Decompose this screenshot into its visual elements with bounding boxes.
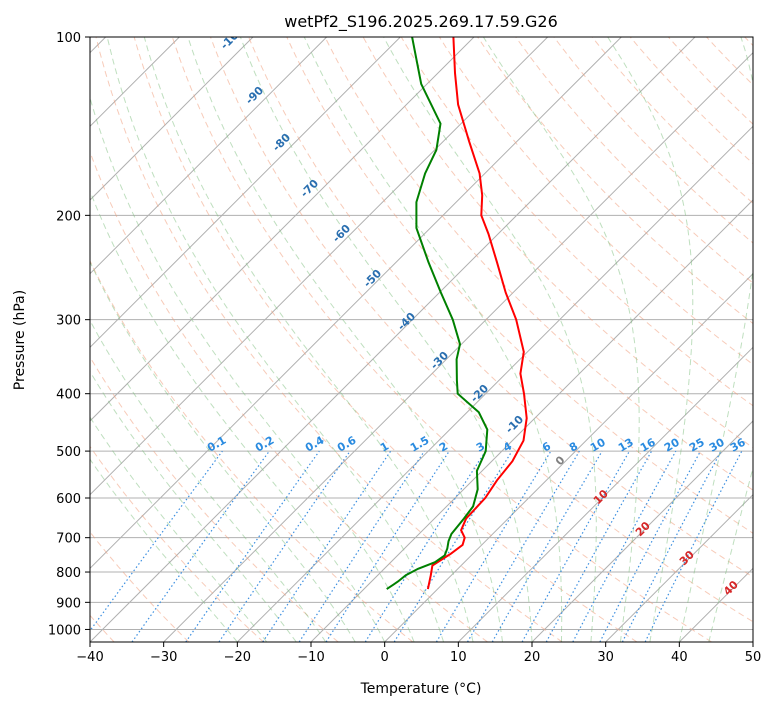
moist-adiabat-line: [708, 466, 753, 642]
mixing-ratio-line: [545, 450, 653, 642]
dry-adiabat-line: [362, 37, 753, 449]
mixing-ratio-line: [185, 450, 320, 642]
isotherm-line: [605, 493, 753, 642]
moist-adiabat-line: [303, 37, 563, 642]
x-tick-label: −20: [224, 650, 251, 665]
moist-adiabat-line: [607, 37, 694, 642]
dry-adiabat-line: [95, 37, 563, 642]
y-tick-label: 600: [56, 492, 81, 507]
moist-adiabat-line: [239, 37, 533, 642]
dry-adiabat-line: [90, 445, 264, 642]
y-tick-label: 1000: [48, 623, 81, 638]
mixing-ratio-line: [572, 450, 677, 642]
plot-area: -100-90-80-70-60-50-40-30-20-10010203040…: [90, 37, 753, 642]
x-axis-ticks: −40 −30 −20 −10 0 10 20 30 40 50: [76, 642, 761, 665]
dry-adiabat-line: [210, 37, 753, 623]
temperature-profile-line: [426, 37, 528, 590]
isotherm-line: [90, 37, 328, 275]
grid-lines: [90, 37, 753, 642]
y-axis-ticks: 1000 900 800 700 600 500 400 300 200 100: [48, 31, 90, 638]
x-tick-label: 20: [524, 650, 541, 665]
dry-adiabat-line: [133, 37, 638, 642]
mixing-ratio-line: [644, 450, 743, 642]
isotherm-line: [384, 272, 753, 642]
dewpoint-profile-line: [386, 37, 489, 590]
moist-adiabat-line: [143, 37, 474, 642]
data-series: [386, 37, 528, 590]
y-tick-label: 100: [56, 31, 81, 46]
dry-adiabat-line: [324, 37, 753, 491]
mixing-ratio-line: [521, 450, 631, 642]
moist-adiabat-line: [90, 96, 415, 642]
moist-adiabat-line: [90, 189, 386, 642]
y-tick-label: 500: [56, 445, 81, 460]
mixing-ratio-line: [218, 450, 351, 642]
dry-adiabats: [90, 37, 753, 642]
moist-adiabat-line: [482, 37, 640, 642]
dry-adiabat-line: [515, 37, 753, 284]
dry-adiabat-line: [248, 37, 753, 578]
isotherm-line: [163, 51, 753, 642]
y-tick-label: 400: [56, 388, 81, 403]
y-tick-label: 700: [56, 532, 81, 547]
x-tick-label: 40: [671, 650, 688, 665]
x-tick-label: −30: [150, 650, 177, 665]
moist-adiabat-line: [90, 370, 297, 642]
dry-adiabat-line: [400, 37, 753, 407]
dry-adiabat-line: [90, 259, 414, 642]
isotherm-line: [90, 37, 401, 349]
mixing-ratio-line: [90, 450, 223, 632]
y-tick-label: 300: [56, 314, 81, 329]
moist-adiabat-line: [90, 458, 238, 642]
dry-adiabat-line: [477, 37, 753, 325]
dry-adiabat-line: [629, 37, 753, 165]
x-tick-label: −10: [297, 650, 324, 665]
isotherm-line: [531, 420, 753, 642]
isotherm-line: [90, 37, 475, 422]
moist-adiabat-line: [106, 37, 445, 642]
moist-adiabats: [90, 37, 753, 642]
x-tick-label: −40: [76, 650, 103, 665]
moist-adiabat-line: [90, 416, 268, 642]
y-tick-label: 200: [56, 209, 81, 224]
mixing-ratio-line: [325, 450, 450, 642]
plot-frame: [89, 36, 754, 643]
x-axis-label: Temperature (°C): [360, 681, 482, 697]
mixing-ratio-lines: [90, 450, 743, 642]
dry-adiabat-line: [591, 37, 753, 204]
mixing-ratio-line: [298, 450, 425, 642]
isotherm-line: [236, 125, 753, 642]
mixing-ratio-line: [393, 450, 513, 642]
isotherm-line: [90, 37, 549, 496]
dry-adiabat-line: [171, 37, 712, 642]
x-tick-label: 10: [450, 650, 467, 665]
mixing-ratio-line: [131, 450, 270, 642]
isotherm-line: [90, 37, 622, 570]
y-tick-label: 900: [56, 596, 81, 611]
isotherm-line: [90, 37, 696, 642]
x-tick-label: 30: [597, 650, 614, 665]
moist-adiabat-line: [90, 260, 356, 642]
x-tick-label: 50: [745, 650, 762, 665]
mixing-ratio-line: [262, 450, 392, 642]
chart-title: wetPf2_S196.2025.269.17.59.G26: [284, 12, 558, 32]
moist-adiabat-line: [678, 37, 753, 642]
moist-adiabat-line: [187, 37, 503, 642]
x-tick-label: 0: [381, 650, 389, 665]
isotherm-line: [90, 37, 254, 201]
y-axis-label: Pressure (hPa): [12, 290, 28, 390]
moist-adiabat-line: [383, 37, 597, 642]
y-tick-label: 800: [56, 566, 81, 581]
